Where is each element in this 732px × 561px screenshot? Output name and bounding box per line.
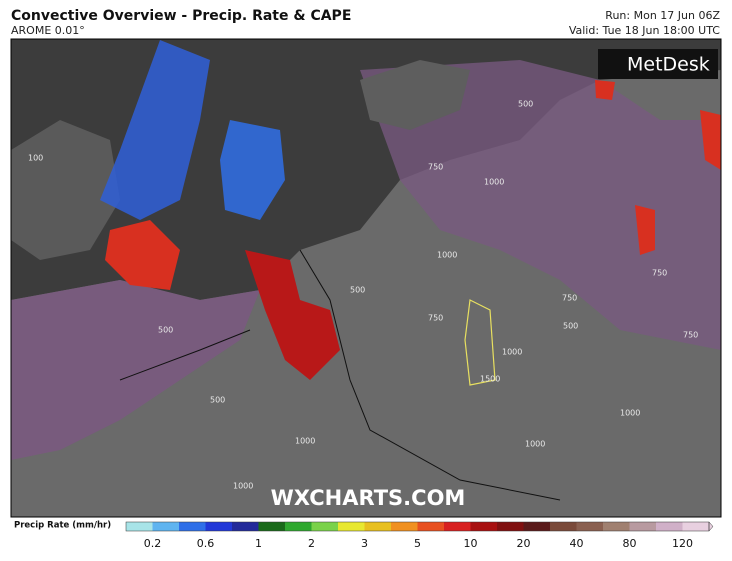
contour-label: 1000 [620,409,640,418]
colorbar-segment [417,522,445,531]
valid: Valid: Tue 18 Jun 18:00 UTC [569,24,720,37]
colorbar-tick-label: 80 [623,537,637,550]
colorbar-segment [364,522,392,531]
map: 100 500 500 500 750 1000 750 1000 1000 7… [10,38,722,518]
colorbar-segment [285,522,312,531]
model: AROME 0.01° [11,24,85,37]
logo: MetDesk [627,54,710,76]
title: Convective Overview - Precip. Rate & CAP… [11,8,351,24]
colorbar-segment [179,522,206,531]
colorbar-tick-label: 10 [464,537,478,550]
colorbar-frame [125,521,710,532]
colorbar-segment [391,522,418,531]
colorbar: 0.2 0.6 1 2 3 5 10 20 40 80 120 [125,521,714,550]
colorbar-segment [311,522,339,531]
colorbar-segment [258,522,286,531]
colorbar-segment [576,522,604,531]
cape-contour [464,299,496,386]
colorbar-segment [497,522,524,531]
colorbar-tick-label: 3 [361,537,368,550]
colorbar-tick-label: 0.2 [144,537,162,550]
colorbar-tick-label: 20 [517,537,531,550]
colorbar-tick-label: 5 [414,537,421,550]
contour-label: 750 [562,294,577,303]
colorbar-segment [470,522,498,531]
coastline [119,329,251,381]
contour-label: 500 [210,396,225,405]
run: Run: Mon 17 Jun 06Z [605,9,720,22]
colorbar-segment [126,522,153,531]
contour-label: 500 [563,322,578,331]
precip [105,220,180,290]
colorbar-segment [603,522,630,531]
contour-label: 500 [350,286,365,295]
colorbar-segment [656,522,683,531]
contour-label: 1000 [525,440,545,449]
contour-label: 1000 [502,348,522,357]
precip [700,110,721,170]
watermark: WXCHARTS.COM [271,486,466,510]
colorbar-segment [682,522,710,531]
colorbar-segment [444,522,471,531]
colorbar-segment [523,522,551,531]
colorbar-segment [232,522,259,531]
contour-label: 1000 [295,437,315,446]
precip [245,250,340,380]
contour-label: 750 [652,269,667,278]
contour-label: 750 [428,163,443,172]
colorbar-segment [550,522,577,531]
contour-label: 500 [158,326,173,335]
border [299,249,561,501]
map-frame [10,38,722,518]
colorbar-tick-label: 40 [570,537,584,550]
colorbar-tick-label: 120 [672,537,693,550]
contour-label: 750 [428,314,443,323]
colorbar-tick-label: 1 [255,537,262,550]
precip [595,80,615,100]
colorbar-segment [338,522,365,531]
contour-label: 500 [518,100,533,109]
colorbar-segment [152,522,180,531]
contour-label: 1000 [484,178,504,187]
colorbar-segment [629,522,657,531]
logo-box [598,49,718,79]
precip [100,40,210,220]
legend-label: Precip Rate (mm/hr) [14,521,111,531]
contour-label: 1500 [480,375,500,384]
precip [635,205,655,255]
cape-area [11,280,260,460]
colorbar-segment [205,522,233,531]
colorbar-arrow [708,521,714,532]
land [360,60,470,130]
contour-label: 100 [28,154,43,163]
land [11,120,120,260]
colorbar-tick-label: 0.6 [197,537,215,550]
contour-label: 750 [683,331,698,340]
cape-area [360,60,721,350]
contour-label: 1000 [437,251,457,260]
precip [220,120,285,220]
contour-label: 1000 [233,482,253,491]
colorbar-tick-label: 2 [308,537,315,550]
